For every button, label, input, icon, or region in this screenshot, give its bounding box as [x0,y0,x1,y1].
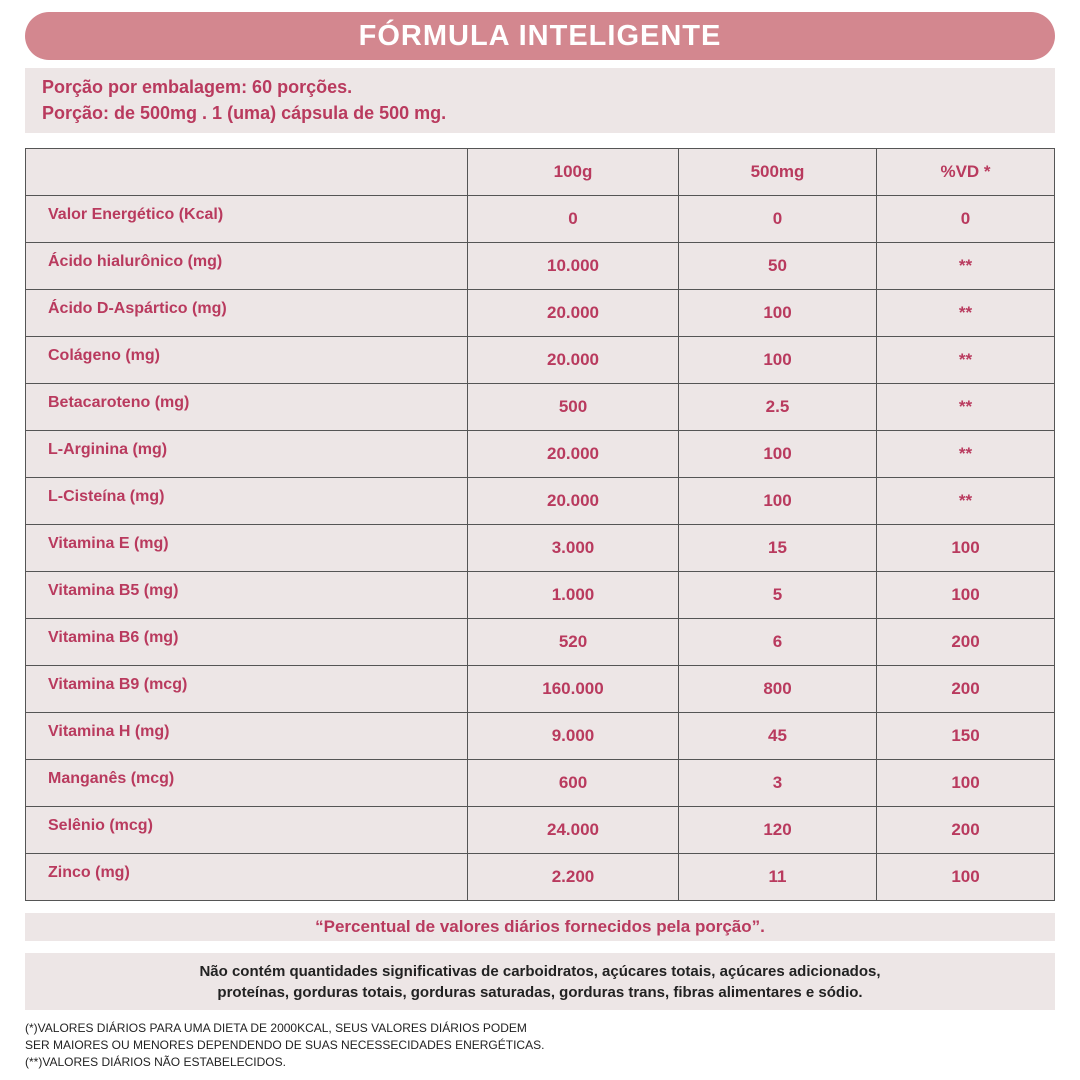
row: Betacaroteno (mg) 500 2.5 ** [25,383,1055,431]
cell: Vitamina H (mg) [25,712,468,760]
row: Manganês (mcg) 600 3 100 [25,759,1055,807]
cell: Ácido D-Aspártico (mg) [25,289,468,337]
cell: 600 [467,759,679,807]
cell: 100 [876,759,1055,807]
row: Vitamina B5 (mg) 1.000 5 100 [25,571,1055,619]
cell: 20.000 [467,477,679,525]
cell: 20.000 [467,430,679,478]
cell: 150 [876,712,1055,760]
row: L-Cisteína (mg) 20.000 100 ** [25,477,1055,525]
disclaimer-line: proteínas, gorduras totais, gorduras sat… [217,984,863,1001]
cell: 0 [678,195,877,243]
cell: Vitamina E (mg) [25,524,468,572]
cell: ** [876,430,1055,478]
cell: 100 [678,477,877,525]
cell: ** [876,336,1055,384]
disclaimer-line: Não contém quantidades significativas de… [199,963,881,980]
cell: Colágeno (mg) [25,336,468,384]
footnote: SER MAIORES OU MENORES DEPENDENDO DE SUA… [25,1038,545,1052]
cell: 45 [678,712,877,760]
cell: 100 [876,571,1055,619]
cell: Vitamina B6 (mg) [25,618,468,666]
cell: 0 [876,195,1055,243]
cell: 500mg [678,148,877,196]
cell: 100 [678,289,877,337]
cell: ** [876,477,1055,525]
cell: Ácido hialurônico (mg) [25,242,468,290]
cell: Selênio (mcg) [25,806,468,854]
cell: 3 [678,759,877,807]
row: Selênio (mcg) 24.000 120 200 [25,806,1055,854]
cell: 200 [876,665,1055,713]
footnotes: (*)VALORES DIÁRIOS PARA UMA DIETA DE 200… [25,1020,544,1071]
cell: Zinco (mg) [25,853,468,901]
cell: 160.000 [467,665,679,713]
cell: Valor Energético (Kcal) [25,195,468,243]
cell: Manganês (mcg) [25,759,468,807]
cell: ** [876,383,1055,431]
footnote: (*)VALORES DIÁRIOS PARA UMA DIETA DE 200… [25,1021,527,1035]
cell: 20.000 [467,336,679,384]
cell: 200 [876,618,1055,666]
cell: 120 [678,806,877,854]
cell: 6 [678,618,877,666]
cell: 5 [678,571,877,619]
cell: L-Arginina (mg) [25,430,468,478]
cell: 10.000 [467,242,679,290]
row: Ácido hialurônico (mg) 10.000 50 ** [25,242,1055,290]
disclaimer: Não contém quantidades significativas de… [25,953,1055,1010]
cell: 2.5 [678,383,877,431]
cell: 800 [678,665,877,713]
cell: Vitamina B5 (mg) [25,571,468,619]
cell: 500 [467,383,679,431]
row: L-Arginina (mg) 20.000 100 ** [25,430,1055,478]
footnote: (**)VALORES DIÁRIOS NÃO ESTABELECIDOS. [25,1055,286,1069]
cell: ** [876,289,1055,337]
cell: Betacaroteno (mg) [25,383,468,431]
cell: L-Cisteína (mg) [25,477,468,525]
cell: Vitamina B9 (mcg) [25,665,468,713]
cell [25,148,468,196]
row: Valor Energético (Kcal) 0 0 0 [25,195,1055,243]
cell: 100 [678,430,877,478]
cell: 100g [467,148,679,196]
row: Vitamina H (mg) 9.000 45 150 [25,712,1055,760]
cell: 24.000 [467,806,679,854]
row: Vitamina B6 (mg) 520 6 200 [25,618,1055,666]
row: Ácido D-Aspártico (mg) 20.000 100 ** [25,289,1055,337]
row: Vitamina B9 (mcg) 160.000 800 200 [25,665,1055,713]
nutrition-table: 100g 500mg %VD * Valor Energético (Kcal) 0 0 0… [25,148,1055,901]
cell: 100 [876,524,1055,572]
note: “Percentual de valores diários fornecido… [25,913,1055,941]
cell: 2.200 [467,853,679,901]
cell: %VD * [876,148,1055,196]
row: Vitamina E (mg) 3.000 15 100 [25,524,1055,572]
cell: ** [876,242,1055,290]
cell: 200 [876,806,1055,854]
cell: 20.000 [467,289,679,337]
cell: 0 [467,195,679,243]
row: Colágeno (mg) 20.000 100 ** [25,336,1055,384]
serving-line: Porção: de 500mg . 1 (uma) cápsula de 50… [42,103,447,123]
cell: 100 [678,336,877,384]
cell: 100 [876,853,1055,901]
serving-box: Porção por embalagem: 60 porções. Porção… [25,68,1055,133]
cell: 11 [678,853,877,901]
cell: 15 [678,524,877,572]
cell: 1.000 [467,571,679,619]
cell: 520 [467,618,679,666]
row: Zinco (mg) 2.200 11 100 [25,853,1055,901]
cell: 9.000 [467,712,679,760]
serving-line: Porção por embalagem: 60 porções. [42,77,353,97]
title-bar: FÓRMULA INTELIGENTE [25,12,1055,60]
cell: 50 [678,242,877,290]
cell: 3.000 [467,524,679,572]
header-row: 100g 500mg %VD * [25,148,1055,196]
